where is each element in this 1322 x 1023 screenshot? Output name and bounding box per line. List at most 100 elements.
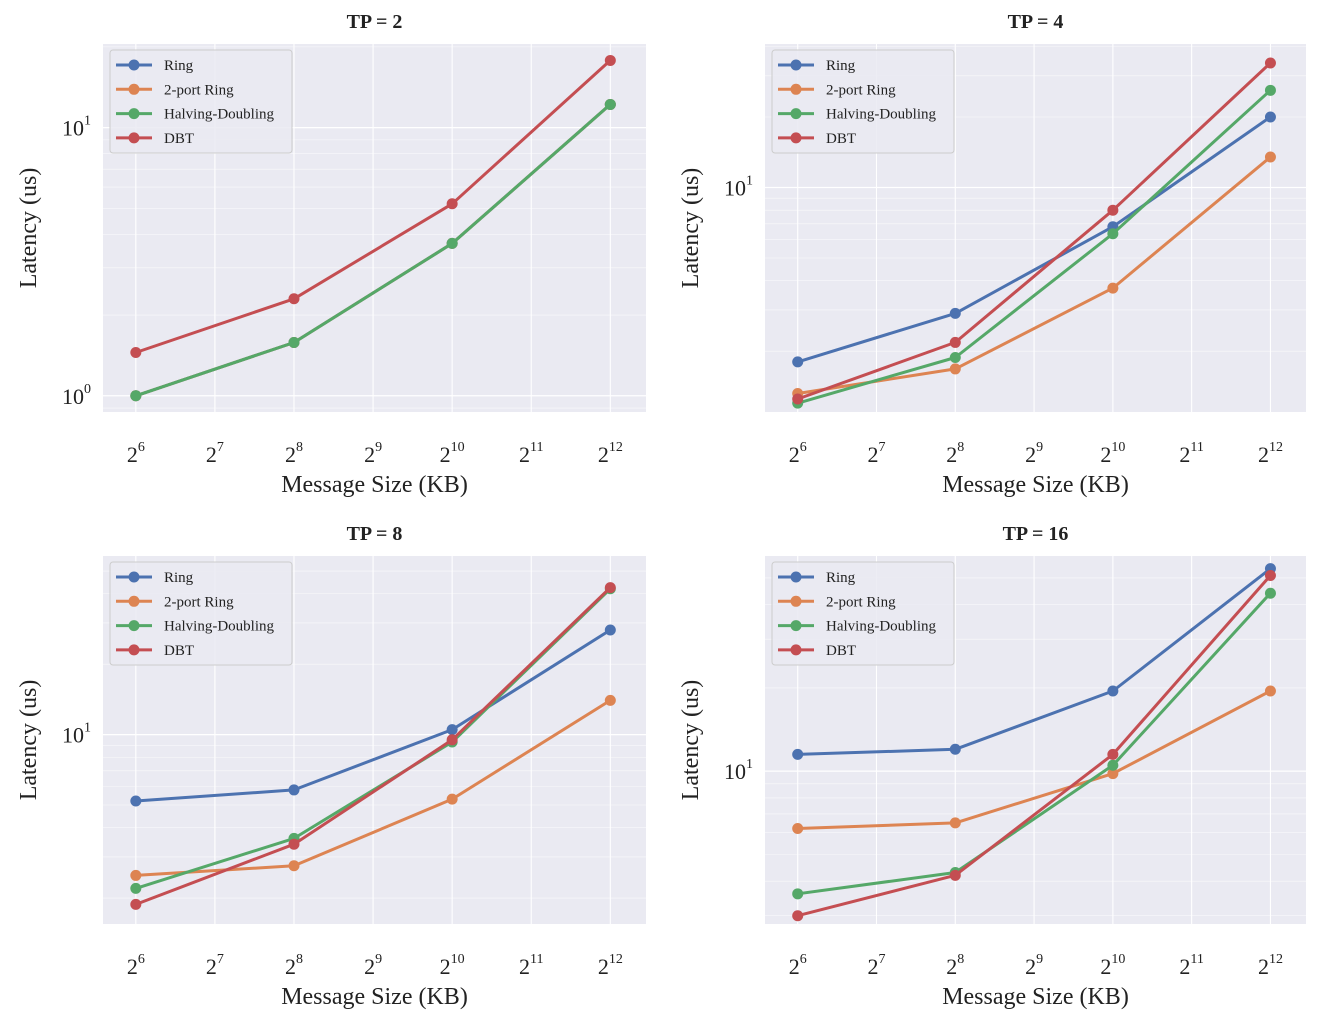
data-point-halving-doubling xyxy=(1264,587,1276,599)
chart-panel-3: TP = 8 26 27 28 29 210 211 212 101 Message Size (… xyxy=(16,523,646,1010)
data-point-dbt xyxy=(1264,570,1276,582)
data-point-dbt xyxy=(792,910,804,922)
legend xyxy=(109,561,293,666)
legend-label: DBT xyxy=(826,643,856,659)
legend-marker xyxy=(790,59,802,71)
x-tick-label: 212 xyxy=(598,440,623,467)
legend-label: DBT xyxy=(164,643,194,659)
data-point-ring xyxy=(1264,111,1276,123)
x-tick-label: 28 xyxy=(946,440,964,467)
data-point-dbt xyxy=(446,734,458,746)
series-line-dbt xyxy=(797,61,1272,401)
x-tick-label: 29 xyxy=(364,440,382,467)
legend-marker xyxy=(790,644,802,656)
legend-label: DBT xyxy=(164,131,194,147)
data-point-dbt xyxy=(604,54,616,66)
data-point-2-port-ring xyxy=(1264,151,1276,163)
data-point-ring xyxy=(949,307,961,319)
x-tick-label: 27 xyxy=(206,952,224,979)
legend-marker xyxy=(128,571,140,583)
data-point-ring xyxy=(288,784,300,796)
data-point-2-port-ring xyxy=(949,817,961,829)
x-tick-label: 211 xyxy=(1179,440,1203,467)
x-tick-label: 211 xyxy=(519,952,543,979)
series-line-halving-doubling xyxy=(797,89,1272,405)
y-axis-label: Latency (us) xyxy=(16,168,42,289)
data-point-dbt xyxy=(1264,57,1276,69)
x-tick-label: 27 xyxy=(867,952,885,979)
x-tick-label: 212 xyxy=(1258,440,1283,467)
legend-marker xyxy=(790,108,802,120)
data-point-dbt xyxy=(288,838,300,850)
data-point-dbt xyxy=(288,293,300,305)
data-point-dbt xyxy=(1107,748,1119,760)
data-point-dbt xyxy=(792,393,804,405)
y-tick-label: 101 xyxy=(62,721,91,748)
legend-label: 2-port Ring xyxy=(164,594,234,610)
legend-marker xyxy=(128,595,140,607)
series-line-halving-doubling xyxy=(135,103,612,398)
x-tick-label: 28 xyxy=(285,952,303,979)
data-point-ring xyxy=(604,624,616,636)
data-point-ring xyxy=(130,795,142,807)
series-line-ring xyxy=(797,567,1272,756)
data-point-halving-doubling xyxy=(949,351,961,363)
legend-marker xyxy=(790,620,802,632)
series-line-halving-doubling xyxy=(797,592,1272,896)
data-point-dbt xyxy=(949,869,961,881)
data-point-2-port-ring xyxy=(949,363,961,375)
series-line-2-port-ring xyxy=(135,699,612,877)
data-point-dbt xyxy=(130,898,142,910)
legend-label: 2-port Ring xyxy=(826,594,896,610)
data-point-2-port-ring xyxy=(130,869,142,881)
data-point-halving-doubling xyxy=(130,882,142,894)
legend-marker xyxy=(128,132,140,144)
x-tick-label: 211 xyxy=(519,440,543,467)
y-axis-label: Latency (us) xyxy=(678,168,704,289)
data-point-2-port-ring xyxy=(604,694,616,706)
series-line-dbt xyxy=(135,586,612,906)
series-line-dbt xyxy=(135,59,612,354)
chart-panel-1: TP = 2 26 27 28 29 210 211 212 100 101 Message Siz… xyxy=(16,11,646,498)
legend-label: Halving-Doubling xyxy=(164,619,274,635)
legend xyxy=(771,561,955,666)
legend-label: Ring xyxy=(164,58,194,74)
data-point-halving-doubling xyxy=(130,390,142,402)
data-point-ring xyxy=(792,748,804,760)
data-point-halving-doubling xyxy=(1264,84,1276,96)
x-tick-label: 29 xyxy=(1025,952,1043,979)
legend-label: Ring xyxy=(826,570,856,586)
x-tick-label: 26 xyxy=(127,440,145,467)
legend-label: Halving-Doubling xyxy=(826,107,936,123)
legend-marker xyxy=(128,644,140,656)
data-point-ring xyxy=(949,743,961,755)
y-tick-label: 101 xyxy=(724,174,753,201)
series-line-ring xyxy=(135,628,612,803)
legend-marker xyxy=(790,595,802,607)
x-axis-label: Message Size (KB) xyxy=(281,472,468,498)
x-tick-label: 211 xyxy=(1179,952,1203,979)
x-tick-label: 28 xyxy=(946,952,964,979)
x-tick-label: 26 xyxy=(789,440,807,467)
series-line-2-port-ring xyxy=(797,689,1272,830)
data-point-halving-doubling xyxy=(792,888,804,900)
chart-title: TP = 4 xyxy=(1008,11,1064,33)
chart-title: TP = 16 xyxy=(1003,523,1069,545)
data-point-2-port-ring xyxy=(288,860,300,872)
data-point-dbt xyxy=(949,336,961,348)
data-point-2-port-ring xyxy=(1107,282,1119,294)
x-tick-label: 212 xyxy=(1258,952,1283,979)
x-tick-label: 210 xyxy=(1100,440,1125,467)
chart-panel-4: TP = 16 26 27 28 29 210 211 212 101 Message Size … xyxy=(678,523,1306,1010)
data-point-dbt xyxy=(446,198,458,210)
y-axis-label: Latency (us) xyxy=(678,680,704,801)
data-point-ring xyxy=(446,724,458,736)
x-tick-label: 210 xyxy=(1100,952,1125,979)
data-point-halving-doubling xyxy=(288,337,300,349)
data-point-dbt xyxy=(1107,204,1119,216)
x-tick-label: 210 xyxy=(440,440,465,467)
x-axis-label: Message Size (KB) xyxy=(281,984,468,1010)
chart-title: TP = 8 xyxy=(347,523,403,545)
legend-label: Ring xyxy=(164,570,194,586)
